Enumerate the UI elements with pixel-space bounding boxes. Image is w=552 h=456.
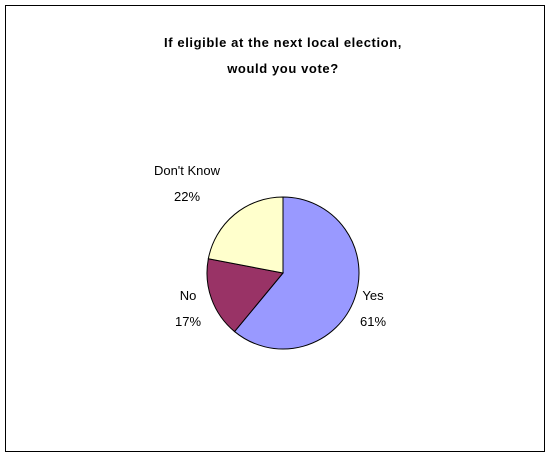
slice-label-don-t-know-percent: 22% [174, 189, 200, 204]
slice-label-don-t-know-category: Don't Know [154, 163, 221, 178]
slice-label-yes-percent: 61% [360, 314, 386, 329]
chart-title-line-1: If eligible at the next local election, [164, 35, 402, 50]
chart-title-line-2: would you vote? [226, 61, 339, 76]
slice-labels: Yes 61% No 17% Don't Know 22% [154, 163, 386, 329]
slice-label-no-percent: 17% [175, 314, 201, 329]
slice-label-yes-category: Yes [362, 288, 384, 303]
pie-slice-no [206, 258, 284, 333]
pie-slice-yes [233, 196, 360, 350]
pie-slices [206, 196, 360, 350]
slice-label-no-category: No [180, 288, 197, 303]
pie-slice-don-t-know [207, 196, 284, 274]
